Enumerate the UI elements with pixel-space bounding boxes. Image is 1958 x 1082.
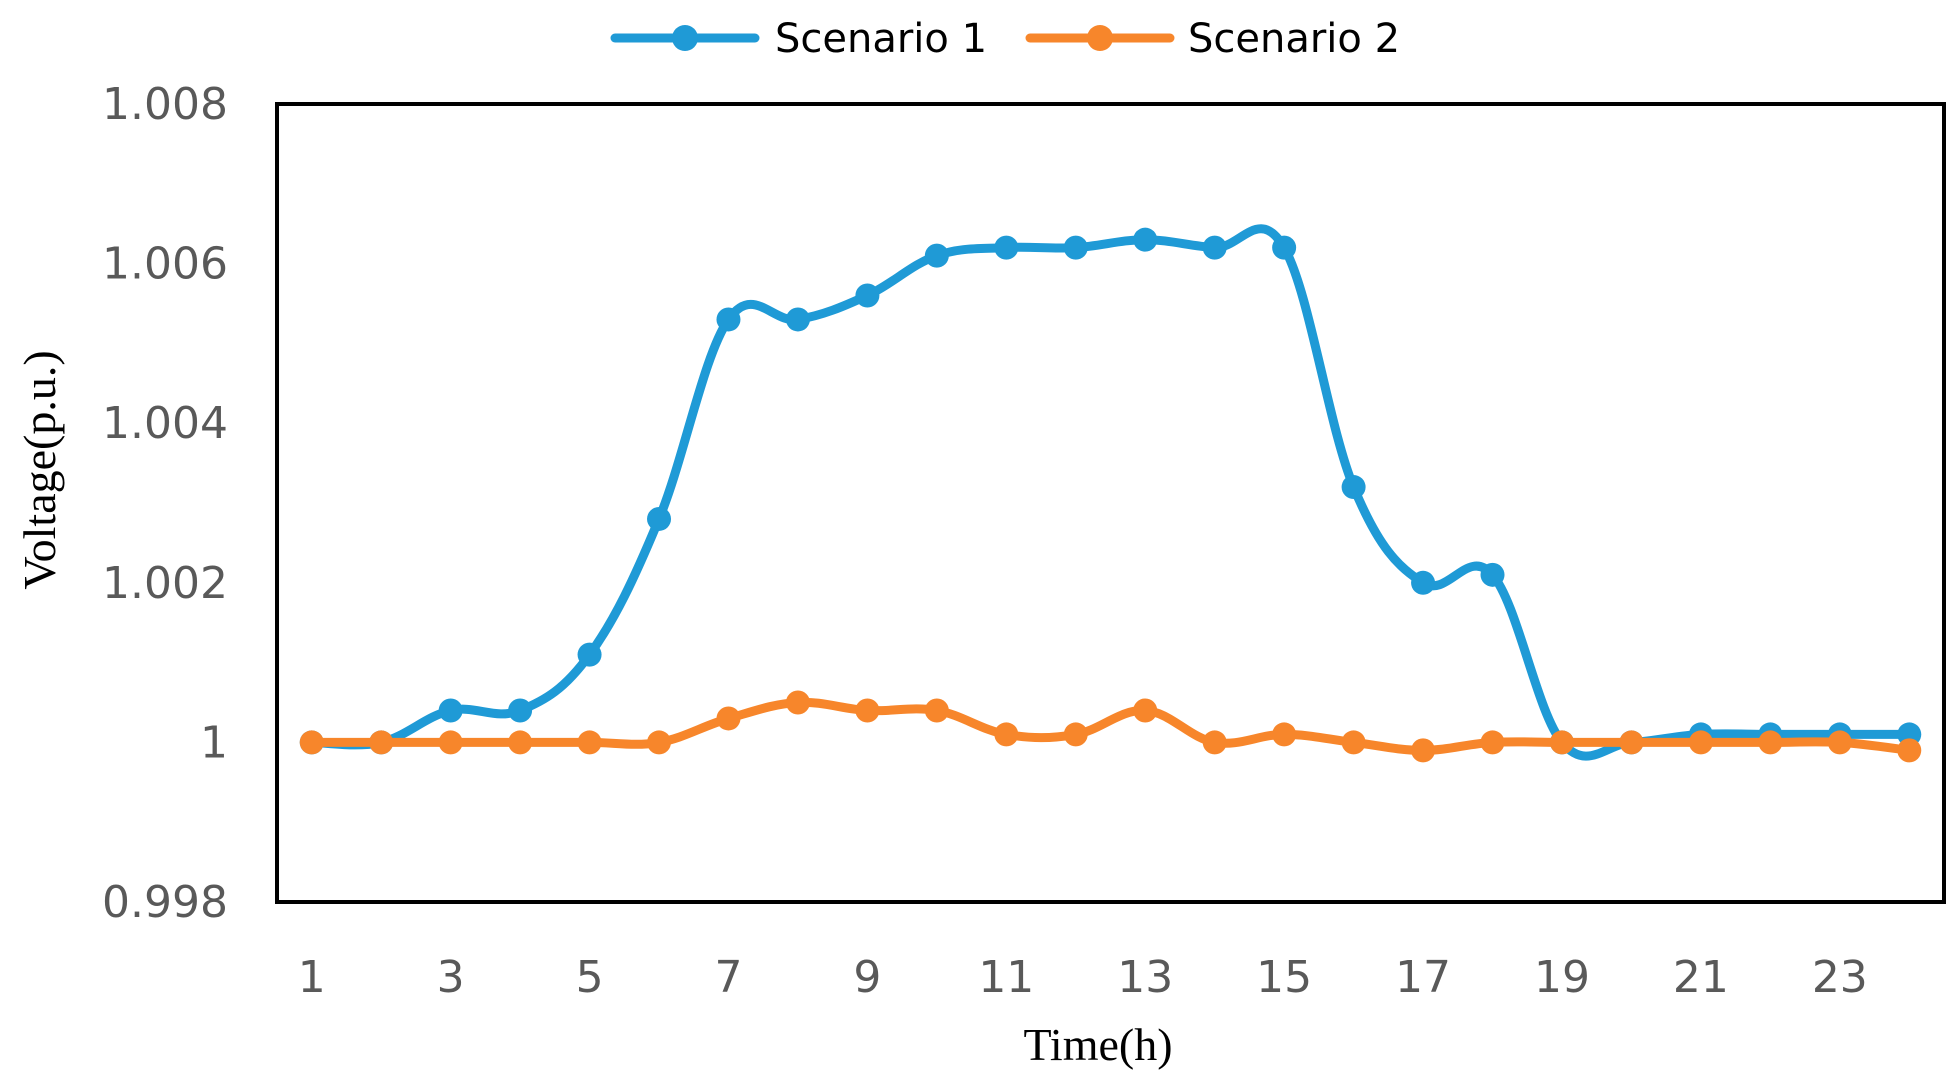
data-point	[1063, 235, 1088, 260]
y-tick-label: 1.004	[102, 398, 228, 449]
data-point	[855, 698, 880, 723]
data-point	[716, 706, 741, 731]
x-axis-title: Time(h)	[1023, 1019, 1172, 1070]
data-point	[1758, 730, 1783, 755]
legend-item: Scenario 2	[1025, 16, 1400, 62]
legend-label: Scenario 2	[1188, 16, 1400, 62]
x-axis-tick-labels: 1 3 5 7 9 11 13 15 17 19 21 23	[298, 952, 1868, 1003]
x-tick-label: 23	[1812, 952, 1868, 1003]
data-point	[1133, 698, 1158, 723]
data-point	[369, 730, 394, 755]
data-point	[299, 730, 324, 755]
data-point	[1549, 730, 1574, 755]
y-axis-title: Voltage(p.u.)	[14, 350, 65, 589]
data-point	[577, 730, 602, 755]
data-point	[508, 698, 533, 723]
x-tick-label: 19	[1534, 952, 1590, 1003]
data-point	[1202, 235, 1227, 260]
legend-item: Scenario 1	[610, 16, 987, 62]
data-point	[1063, 722, 1088, 747]
x-tick-label: 13	[1117, 952, 1173, 1003]
plot-frame	[275, 102, 1946, 904]
y-tick-label: 0.998	[102, 877, 228, 928]
y-tick-label: 1	[200, 717, 228, 768]
data-point	[716, 307, 741, 332]
data-point	[1619, 730, 1644, 755]
data-point	[438, 698, 463, 723]
data-point	[508, 730, 533, 755]
data-point	[1480, 562, 1505, 587]
data-point	[1688, 730, 1713, 755]
x-tick-label: 9	[853, 952, 881, 1003]
data-point	[994, 235, 1019, 260]
data-point	[1341, 475, 1366, 500]
data-point	[647, 730, 672, 755]
data-point	[785, 690, 810, 715]
y-tick-label: 1.002	[102, 558, 228, 609]
x-tick-label: 17	[1395, 952, 1451, 1003]
x-tick-label: 11	[978, 952, 1034, 1003]
data-point	[1133, 227, 1158, 252]
data-point	[1272, 235, 1297, 260]
y-tick-label: 1.008	[102, 79, 228, 130]
data-point	[1341, 730, 1366, 755]
legend-marker	[1087, 25, 1113, 51]
legend: Scenario 1 Scenario 2	[610, 16, 1400, 62]
data-point	[1411, 570, 1436, 595]
x-tick-label: 7	[714, 952, 742, 1003]
data-point	[1202, 730, 1227, 755]
data-point	[1272, 722, 1297, 747]
data-point	[924, 243, 949, 268]
series-2	[299, 690, 1922, 763]
data-point	[577, 642, 602, 667]
x-tick-label: 3	[437, 952, 465, 1003]
data-point	[1480, 730, 1505, 755]
x-tick-label: 21	[1673, 952, 1729, 1003]
x-tick-label: 15	[1256, 952, 1312, 1003]
data-point	[1827, 730, 1852, 755]
data-point	[855, 283, 880, 308]
data-point	[924, 698, 949, 723]
data-point	[1897, 738, 1922, 763]
data-point	[647, 506, 672, 531]
legend-marker	[672, 25, 698, 51]
data-point	[785, 307, 810, 332]
x-tick-label: 5	[576, 952, 604, 1003]
x-tick-label: 1	[298, 952, 326, 1003]
y-tick-label: 1.006	[102, 239, 228, 290]
legend-label: Scenario 1	[775, 16, 987, 62]
data-point	[1411, 738, 1436, 763]
data-point	[438, 730, 463, 755]
y-axis-tick-labels: 0.998 1 1.002 1.004 1.006 1.008	[102, 79, 228, 928]
data-point	[994, 722, 1019, 747]
series-layer	[299, 224, 1922, 763]
